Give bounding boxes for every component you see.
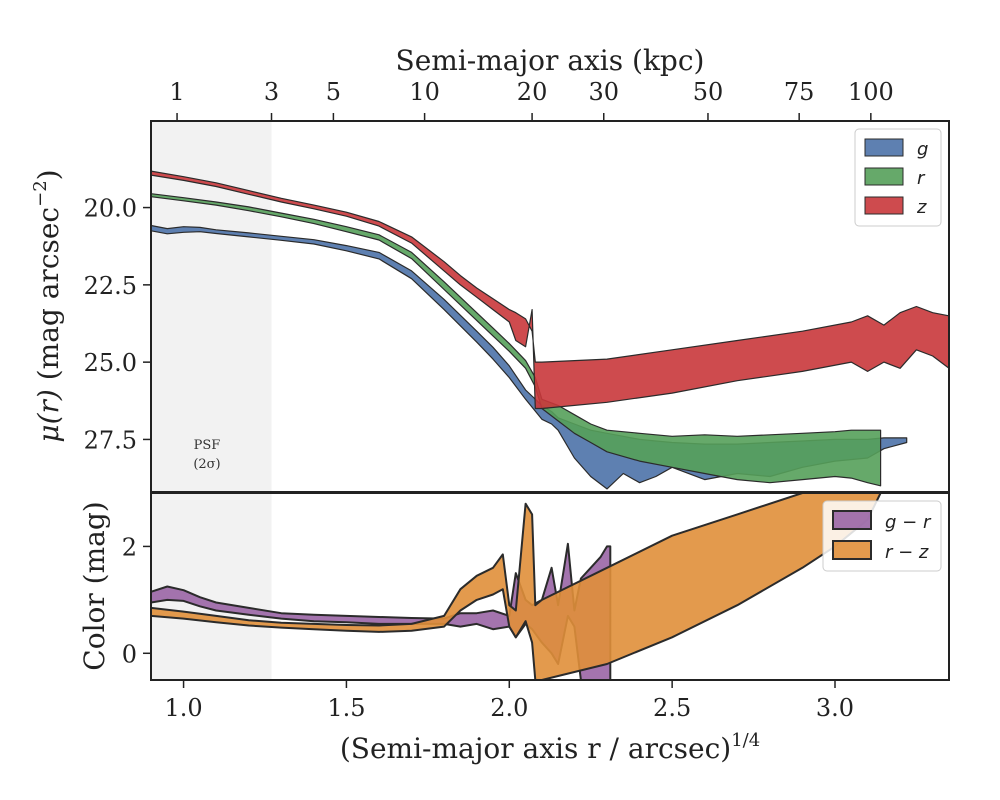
x-tick-label: 1.5: [327, 694, 365, 722]
kpc-tick-label: 5: [326, 78, 341, 106]
legend-label-rz: r − z: [885, 542, 929, 563]
kpc-tick-label: 3: [264, 78, 279, 106]
profile-y-ticks: 20.0 22.5 25.0 27.5: [84, 195, 151, 454]
kpc-top-ticks: 1 3 5 10 20 30 50 75 100: [169, 78, 894, 121]
y-tick-label: 2: [122, 533, 137, 561]
band-rz-area: [151, 493, 882, 680]
y-tick-label: 25.0: [84, 349, 137, 377]
kpc-tick-label: 20: [517, 78, 548, 106]
x-axis-label: (Semi-major axis r / arcsec)1/4: [340, 730, 760, 765]
x-tick-label: 3.0: [816, 694, 854, 722]
color-y-axis-label: Color (mag): [78, 501, 111, 670]
x-axis-label-exponent: 1/4: [731, 730, 760, 751]
kpc-tick-label: 50: [693, 78, 724, 106]
legend-swatch-g: [864, 138, 904, 157]
profile-panel: 20.0 22.5 25.0 27.5 1 3 5 10 20 30 50 75 100 PSF (2…: [84, 78, 950, 493]
y-tick-label: 22.5: [84, 272, 137, 300]
band-z-area: [151, 170, 949, 410]
legend-label-r: r: [917, 168, 926, 189]
legend-label-gr: g − r: [885, 512, 932, 533]
band-legend: grz: [854, 128, 942, 227]
y-axis-label-unit: (mag arcsec: [32, 207, 65, 389]
x-tick-label: 2.0: [490, 694, 528, 722]
legend-swatch-rz: [832, 540, 872, 560]
band-g-area: [151, 224, 908, 490]
x-axis-label-text: (Semi-major axis r / arcsec): [340, 732, 731, 765]
x-tick-label: 2.5: [653, 694, 691, 722]
kpc-tick-label: 10: [409, 78, 440, 106]
legend-label-g: g: [917, 139, 928, 160]
y-tick-label: 20.0: [84, 195, 137, 223]
kpc-tick-label: 1: [169, 78, 184, 106]
legend-swatch-gr: [832, 510, 872, 530]
color-bands: [151, 493, 882, 680]
y-axis-label-close: ): [32, 169, 65, 180]
color-y-ticks: 02: [122, 533, 151, 668]
x-tick-label: 1.0: [164, 694, 202, 722]
y-tick-label: 0: [122, 640, 137, 668]
top-axis-label: Semi-major axis (kpc): [396, 44, 705, 77]
x-ticks: 1.0 1.5 2.0 2.5 3.0: [164, 680, 854, 722]
y-axis-label-mu: μ(r): [32, 389, 65, 442]
psf-label: PSF: [194, 438, 221, 453]
profile-y-axis-label: μ(r) (mag arcsec−2): [30, 169, 65, 442]
kpc-tick-label: 100: [848, 78, 894, 106]
legend-label-z: z: [916, 197, 927, 218]
y-tick-label: 27.5: [84, 426, 137, 454]
color-legend: g − r r − z: [822, 500, 942, 572]
profile-bands: [151, 170, 949, 490]
kpc-tick-label: 30: [588, 78, 619, 106]
y-axis-label-exponent: −2: [30, 180, 51, 207]
legend-swatch-r: [864, 167, 904, 186]
band-r-area: [151, 193, 882, 487]
color-panel: 02 1.0 1.5 2.0 2.5 3.0 g − rr − z: [122, 492, 950, 722]
kpc-tick-label: 75: [784, 78, 815, 106]
legend-swatch-z: [864, 196, 904, 215]
color-frame: [150, 492, 950, 681]
psf-sigma-label: (2σ): [193, 457, 220, 472]
